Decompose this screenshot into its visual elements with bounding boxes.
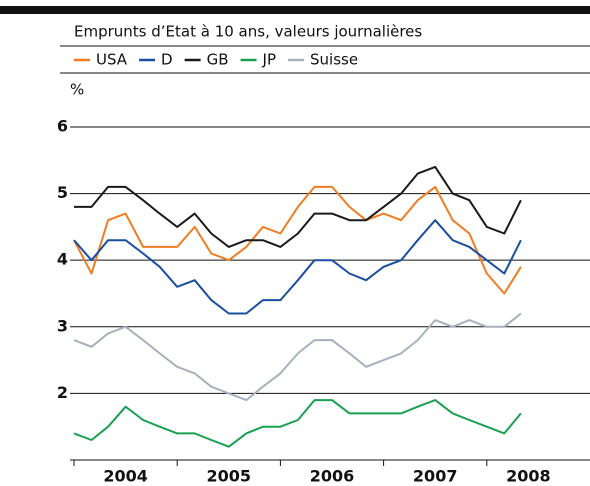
y-tick-label: 2 [57,383,68,402]
y-tick-label: 4 [57,250,68,269]
y-unit: % [70,81,84,99]
x-tick-label: 2005 [207,467,252,486]
x-tick-label: 2008 [506,467,551,486]
top-bar [0,6,590,14]
chart-subtitle: Emprunts d’Etat à 10 ans, valeurs journa… [74,23,422,41]
legend-label: D [161,51,173,69]
legend-label: GB [207,51,229,69]
x-tick-label: 2007 [413,467,458,486]
legend: USA D GB JP Suisse [74,51,358,69]
x-tick-label: 2006 [310,467,355,486]
series-line [73,399,522,448]
series-line [73,219,522,315]
y-tick-label: 6 [57,116,68,135]
legend-label: JP [262,51,276,69]
y-tick-label: 3 [57,316,68,335]
legend-label: Suisse [310,51,358,69]
series-line [73,185,522,295]
legend-label: USA [96,51,128,69]
x-tick-label: 2004 [103,467,148,486]
series-line [74,165,522,248]
series-line [73,312,522,402]
y-tick-label: 5 [57,183,68,202]
